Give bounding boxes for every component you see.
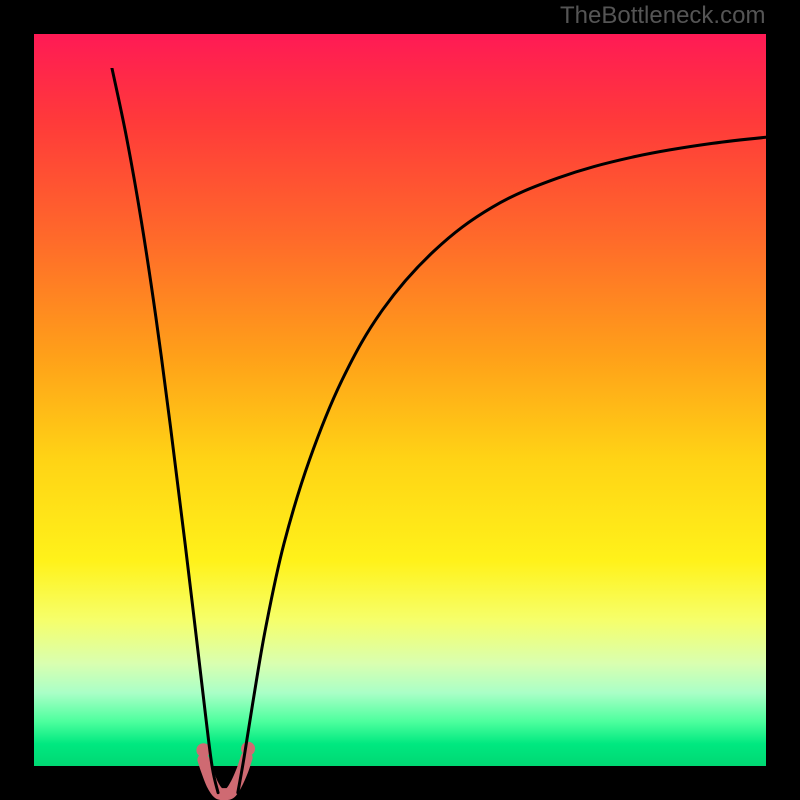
chart-frame: TheBottleneck.com xyxy=(0,0,800,800)
watermark-text: TheBottleneck.com xyxy=(560,2,765,30)
chart-plot-area xyxy=(34,34,766,766)
